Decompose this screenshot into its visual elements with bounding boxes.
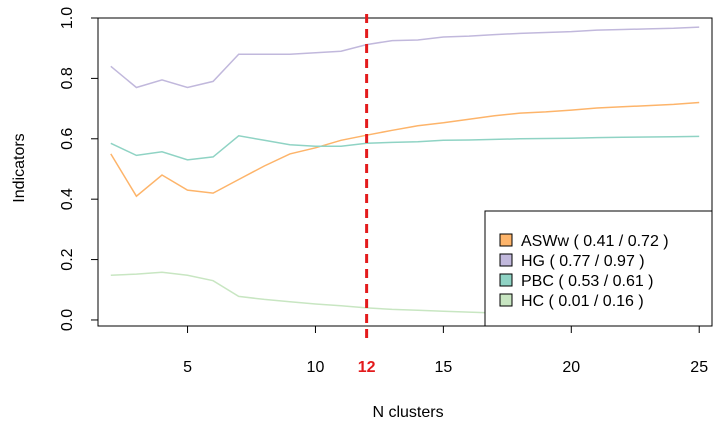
x-tick-label: 10 [307, 359, 325, 376]
y-axis: 0.0 0.2 0.4 0.6 0.8 1.0 [59, 7, 99, 331]
legend-label-hg: HG ( 0.77 / 0.97 ) [521, 253, 645, 270]
legend-swatch-hg [499, 253, 513, 267]
legend-box [484, 210, 713, 327]
y-tick-label: 1.0 [59, 7, 76, 29]
y-tick-label: 0.4 [59, 188, 76, 210]
x-tick-label: 20 [562, 359, 580, 376]
legend-label-asww: ASWw ( 0.41 / 0.72 ) [521, 233, 669, 250]
x-axis: 5 10 15 20 25 12 [183, 325, 708, 376]
series-line-pbc [110, 135, 700, 161]
legend-label-hc: HC ( 0.01 / 0.16 ) [521, 293, 644, 310]
y-tick-label: 0.0 [59, 309, 76, 331]
x-tick-label: 25 [690, 359, 708, 376]
reference-line-label: 12 [358, 359, 376, 376]
y-tick-label: 0.2 [59, 248, 76, 270]
x-tick-label: 5 [183, 359, 192, 376]
legend-swatch-asww [499, 233, 513, 247]
y-axis-title: Indicators [11, 133, 28, 202]
x-tick-label: 15 [434, 359, 452, 376]
y-tick-label: 0.6 [59, 128, 76, 150]
legend-label-pbc: PBC ( 0.53 / 0.61 ) [521, 273, 654, 290]
legend: ASWw ( 0.41 / 0.72 ) HG ( 0.77 / 0.97 ) PB… [484, 210, 713, 327]
legend-swatch-pbc [499, 273, 513, 287]
series-line-hg [110, 26, 700, 89]
y-tick-label: 0.8 [59, 67, 76, 89]
x-axis-title: N clusters [372, 404, 443, 421]
series-line-asww [110, 101, 700, 198]
legend-swatch-hc [499, 293, 513, 307]
